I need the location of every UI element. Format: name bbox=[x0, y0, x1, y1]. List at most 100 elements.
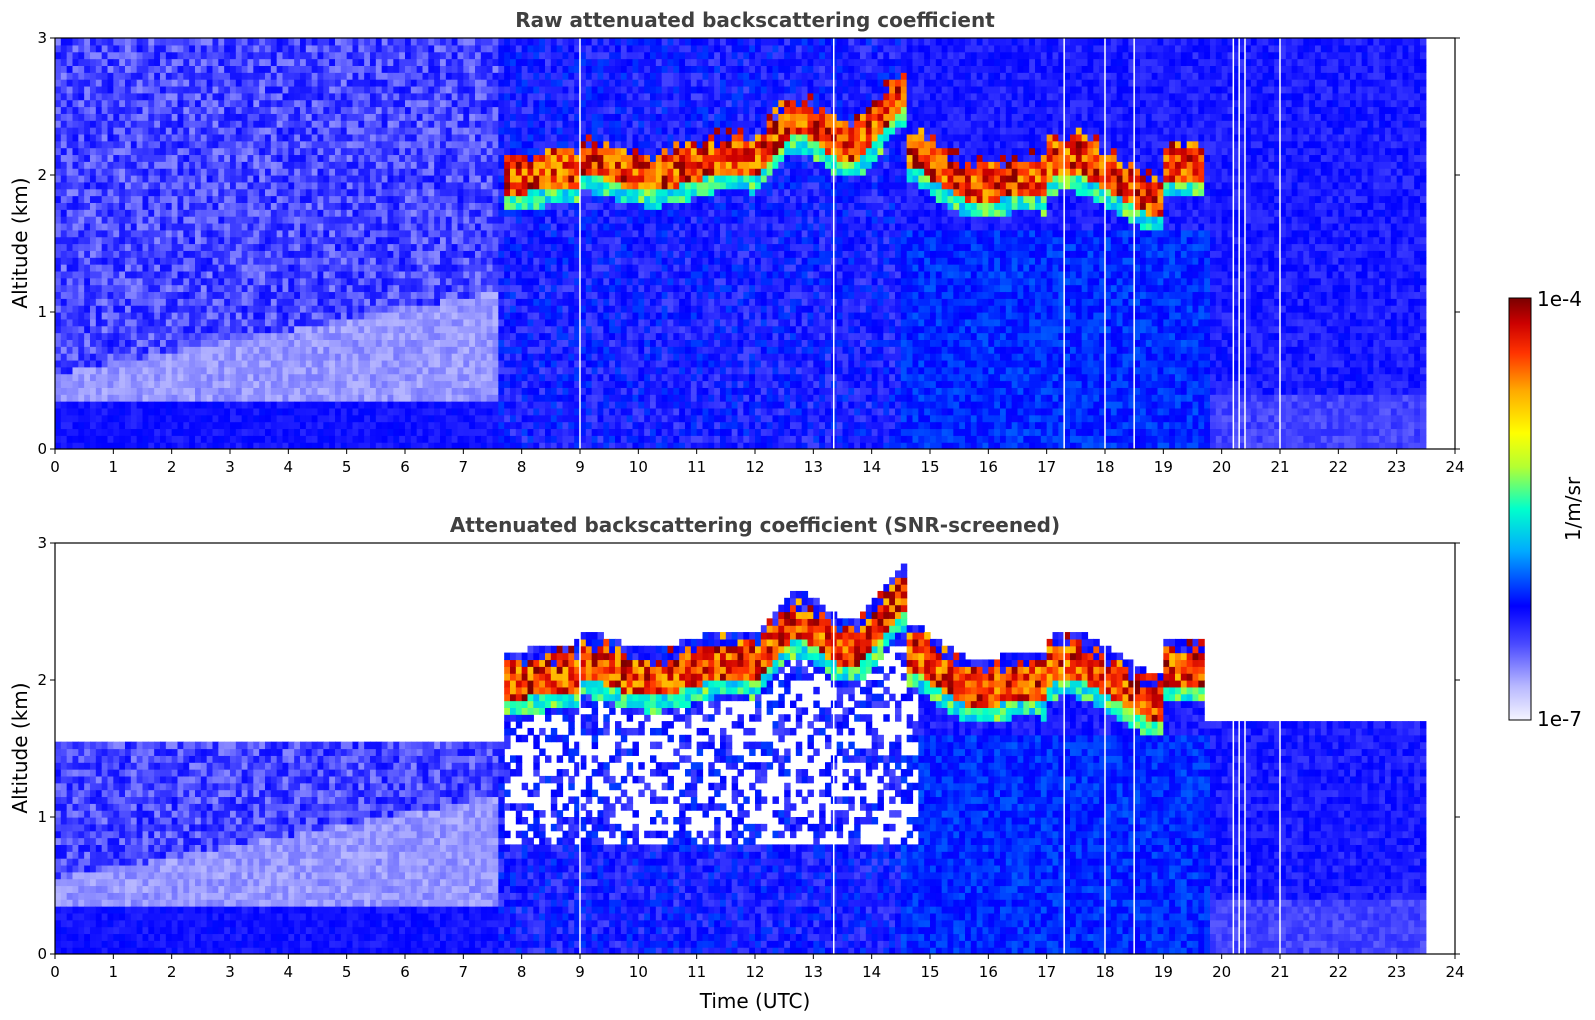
heatmap-cell bbox=[130, 161, 138, 169]
heatmap-cell bbox=[78, 421, 85, 430]
heatmap-cell bbox=[282, 380, 289, 388]
heatmap-cell bbox=[270, 325, 278, 334]
heatmap-cell bbox=[113, 168, 120, 176]
heatmap-cell bbox=[55, 38, 62, 46]
heatmap-cell bbox=[463, 312, 470, 320]
heatmap-cell bbox=[410, 222, 418, 231]
heatmap-cell bbox=[160, 284, 167, 293]
heatmap-cell bbox=[230, 243, 237, 251]
heatmap-cell bbox=[410, 442, 418, 449]
heatmap-cell bbox=[405, 188, 412, 197]
heatmap-cell bbox=[148, 250, 155, 258]
heatmap-cell bbox=[340, 414, 348, 423]
heatmap-cell bbox=[113, 147, 120, 156]
heatmap-cell bbox=[282, 161, 289, 169]
heatmap-cell bbox=[241, 195, 249, 203]
heatmap-cell bbox=[224, 72, 231, 80]
heatmap-cell bbox=[55, 161, 62, 169]
heatmap-cell bbox=[393, 113, 400, 121]
heatmap-cell bbox=[475, 291, 482, 299]
heatmap-cell bbox=[142, 58, 149, 66]
heatmap-cell bbox=[212, 85, 219, 94]
heatmap-cell bbox=[317, 58, 324, 66]
heatmap-cell bbox=[492, 264, 499, 272]
heatmap-cell bbox=[375, 401, 383, 409]
heatmap-cell bbox=[510, 38, 517, 46]
heatmap-cell bbox=[130, 387, 138, 395]
heatmap-cell bbox=[329, 243, 336, 251]
heatmap-cell bbox=[457, 99, 464, 108]
heatmap-cell bbox=[206, 127, 214, 135]
heatmap-cell bbox=[457, 216, 464, 224]
heatmap-cell bbox=[434, 216, 441, 224]
heatmap-cell bbox=[393, 305, 400, 313]
heatmap-cell bbox=[387, 291, 394, 299]
heatmap-cell bbox=[206, 72, 214, 80]
heatmap-cell bbox=[504, 85, 511, 94]
heatmap-cell bbox=[160, 161, 167, 169]
heatmap-cell bbox=[422, 277, 429, 286]
heatmap-cell bbox=[352, 373, 359, 382]
heatmap-cell bbox=[475, 147, 482, 156]
heatmap-cell bbox=[230, 414, 237, 423]
heatmap-cell bbox=[230, 106, 237, 114]
heatmap-cell bbox=[235, 58, 243, 66]
heatmap-cell bbox=[206, 133, 214, 142]
heatmap-cell bbox=[475, 414, 482, 423]
heatmap-cell bbox=[218, 229, 225, 238]
heatmap-cell bbox=[358, 147, 365, 156]
heatmap-cell bbox=[125, 414, 132, 423]
heatmap-cell bbox=[119, 401, 126, 409]
heatmap-cell bbox=[445, 51, 453, 60]
heatmap-cell bbox=[311, 332, 319, 340]
heatmap-cell bbox=[393, 277, 400, 286]
heatmap-cell bbox=[195, 257, 202, 265]
heatmap-cell bbox=[370, 264, 377, 272]
heatmap-cell bbox=[270, 401, 278, 409]
heatmap-cell bbox=[492, 298, 499, 306]
heatmap-cell bbox=[84, 401, 91, 409]
heatmap-cell bbox=[183, 380, 190, 388]
heatmap-cell bbox=[370, 366, 377, 375]
heatmap-cell bbox=[527, 318, 534, 327]
heatmap-cell bbox=[60, 79, 68, 87]
heatmap-cell bbox=[288, 270, 295, 279]
heatmap-cell bbox=[154, 92, 161, 101]
heatmap-cell bbox=[521, 353, 529, 361]
heatmap-cell bbox=[329, 250, 336, 258]
heatmap-cell bbox=[457, 312, 464, 320]
heatmap-cell bbox=[381, 229, 389, 238]
heatmap-cell bbox=[515, 325, 523, 334]
heatmap-cell bbox=[364, 339, 371, 347]
heatmap-cell bbox=[72, 154, 79, 162]
heatmap-cell bbox=[276, 257, 284, 265]
heatmap-cell bbox=[504, 133, 511, 142]
heatmap-cell bbox=[405, 428, 412, 436]
heatmap-cell bbox=[300, 318, 307, 327]
heatmap-cell bbox=[515, 318, 523, 327]
heatmap-cell bbox=[364, 58, 371, 66]
heatmap-cell bbox=[504, 147, 511, 156]
heatmap-cell bbox=[393, 359, 400, 368]
heatmap-cell bbox=[364, 140, 371, 149]
heatmap-cell bbox=[160, 442, 167, 449]
heatmap-cell bbox=[504, 236, 511, 245]
heatmap-cell bbox=[399, 387, 406, 395]
heatmap-cell bbox=[393, 312, 400, 320]
heatmap-cell bbox=[311, 346, 319, 354]
heatmap-cell bbox=[300, 414, 307, 423]
heatmap-cell bbox=[440, 161, 447, 169]
heatmap-cell bbox=[440, 264, 447, 272]
heatmap-cell bbox=[276, 270, 284, 279]
heatmap-cell bbox=[510, 264, 517, 272]
heatmap-cell bbox=[189, 222, 196, 231]
heatmap-cell bbox=[317, 113, 324, 121]
heatmap-cell bbox=[101, 353, 109, 361]
heatmap-cell bbox=[78, 312, 85, 320]
heatmap-cell bbox=[206, 236, 214, 245]
heatmap-cell bbox=[469, 113, 476, 121]
heatmap-cell bbox=[241, 106, 249, 114]
heatmap-cell bbox=[381, 428, 389, 436]
heatmap-cell bbox=[183, 394, 190, 402]
heatmap-cell bbox=[72, 339, 79, 347]
